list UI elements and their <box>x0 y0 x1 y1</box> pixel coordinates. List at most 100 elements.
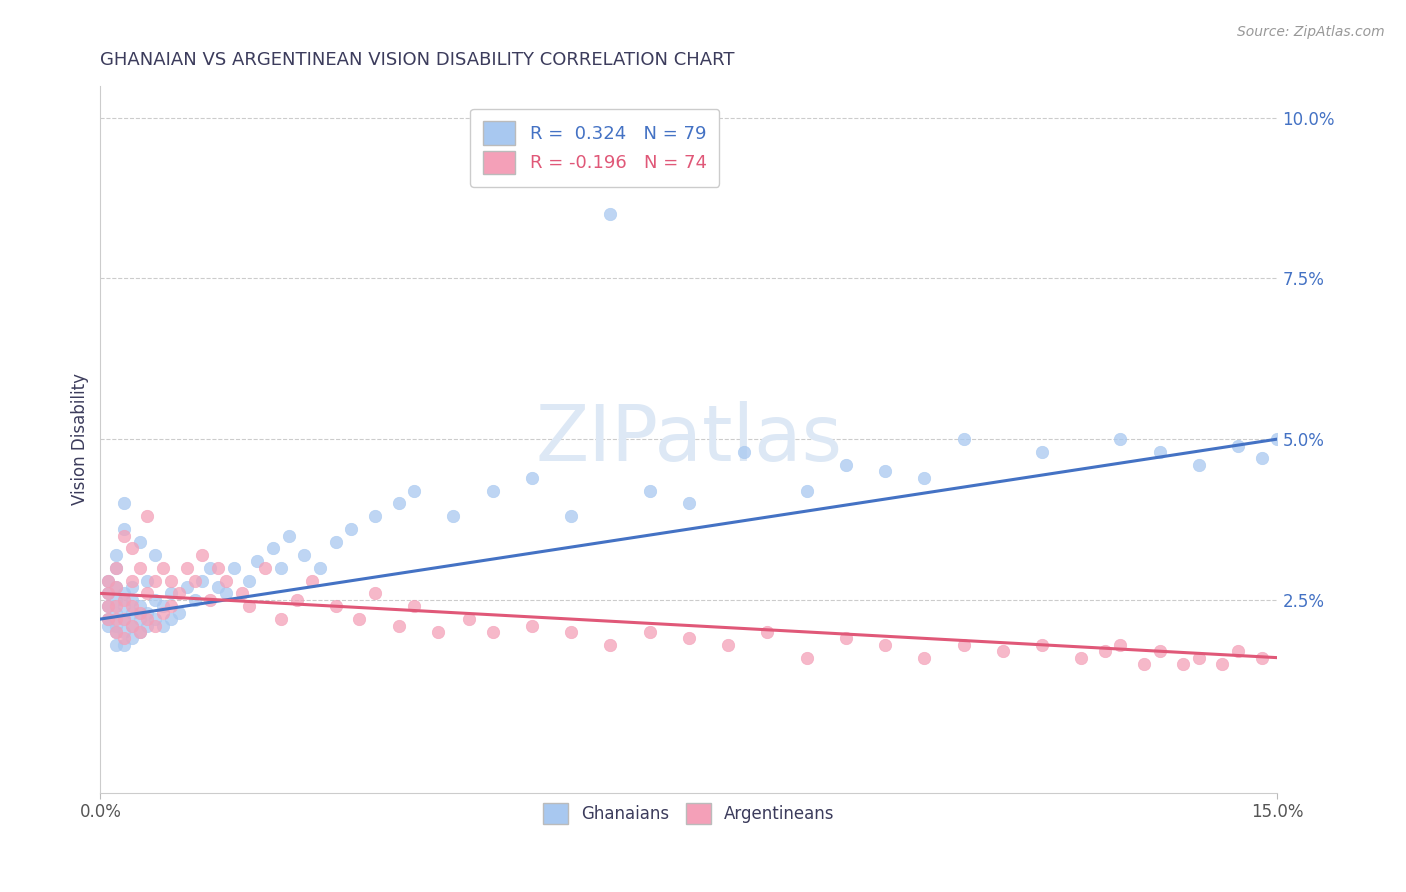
Point <box>1031 445 1053 459</box>
Point <box>309 560 332 574</box>
Point <box>262 541 284 556</box>
Point <box>1227 644 1250 658</box>
Point <box>160 599 183 614</box>
Point <box>112 638 135 652</box>
Point <box>952 638 974 652</box>
Point <box>1250 650 1272 665</box>
Point <box>678 632 700 646</box>
Point <box>97 574 120 588</box>
Point <box>364 586 387 600</box>
Point <box>128 612 150 626</box>
Point <box>143 618 166 632</box>
Point <box>112 592 135 607</box>
Point <box>105 638 128 652</box>
Point <box>136 509 159 524</box>
Point <box>638 483 661 498</box>
Point <box>121 599 143 614</box>
Point <box>176 560 198 574</box>
Point <box>121 632 143 646</box>
Point <box>136 606 159 620</box>
Point <box>1227 438 1250 452</box>
Point <box>128 606 150 620</box>
Point <box>112 528 135 542</box>
Point <box>97 586 120 600</box>
Point <box>97 574 120 588</box>
Point <box>128 560 150 574</box>
Point <box>136 612 159 626</box>
Text: Source: ZipAtlas.com: Source: ZipAtlas.com <box>1237 25 1385 39</box>
Point <box>105 592 128 607</box>
Point <box>443 509 465 524</box>
Point <box>105 580 128 594</box>
Point <box>191 574 214 588</box>
Point <box>97 599 120 614</box>
Point <box>200 592 222 607</box>
Point <box>112 612 135 626</box>
Point <box>520 618 543 632</box>
Point <box>599 207 621 221</box>
Point <box>481 483 503 498</box>
Point <box>152 560 174 574</box>
Point <box>246 554 269 568</box>
Point <box>112 522 135 536</box>
Point <box>231 586 253 600</box>
Point <box>152 618 174 632</box>
Point <box>678 496 700 510</box>
Point <box>143 592 166 607</box>
Point <box>97 612 120 626</box>
Point <box>143 612 166 626</box>
Point <box>873 464 896 478</box>
Point <box>167 606 190 620</box>
Point <box>160 612 183 626</box>
Point <box>426 624 449 639</box>
Point <box>340 522 363 536</box>
Point <box>121 618 143 632</box>
Point <box>183 574 205 588</box>
Point <box>97 618 120 632</box>
Point <box>292 548 315 562</box>
Point <box>112 599 135 614</box>
Point <box>387 496 409 510</box>
Point <box>254 560 277 574</box>
Point <box>152 599 174 614</box>
Point <box>560 624 582 639</box>
Text: ZIPatlas: ZIPatlas <box>536 401 842 477</box>
Point <box>1267 432 1289 446</box>
Point <box>481 624 503 639</box>
Point <box>105 560 128 574</box>
Point <box>991 644 1014 658</box>
Point <box>1109 638 1132 652</box>
Point <box>121 574 143 588</box>
Point <box>105 624 128 639</box>
Point <box>238 574 260 588</box>
Point <box>97 612 120 626</box>
Point <box>873 638 896 652</box>
Point <box>270 560 292 574</box>
Point <box>143 548 166 562</box>
Point <box>160 586 183 600</box>
Point <box>105 618 128 632</box>
Point <box>152 606 174 620</box>
Point <box>105 612 128 626</box>
Point <box>136 618 159 632</box>
Point <box>301 574 323 588</box>
Point <box>952 432 974 446</box>
Point <box>215 586 238 600</box>
Point <box>1133 657 1156 671</box>
Point <box>112 632 135 646</box>
Point <box>325 535 347 549</box>
Y-axis label: Vision Disability: Vision Disability <box>72 373 89 505</box>
Point <box>112 586 135 600</box>
Point <box>404 599 426 614</box>
Point <box>112 624 135 639</box>
Point <box>167 586 190 600</box>
Point <box>560 509 582 524</box>
Point <box>128 624 150 639</box>
Point <box>207 580 229 594</box>
Point <box>1188 458 1211 472</box>
Point <box>1031 638 1053 652</box>
Point <box>136 574 159 588</box>
Point <box>835 458 858 472</box>
Point <box>105 548 128 562</box>
Point <box>796 483 818 498</box>
